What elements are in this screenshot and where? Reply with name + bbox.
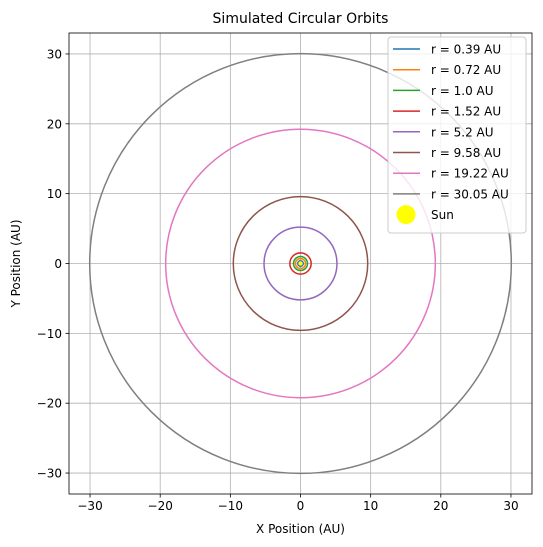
legend-label: r = 9.58 AU bbox=[431, 146, 501, 160]
x-tick-label: −20 bbox=[148, 499, 173, 513]
orbit-line bbox=[297, 260, 304, 267]
x-tick-label: 30 bbox=[503, 499, 518, 513]
legend-label: Sun bbox=[431, 208, 454, 222]
y-tick-label: 30 bbox=[47, 47, 62, 61]
axis-ticks: −30 −20 −10 0 10 20 30 −30 −20 −10 0 10 20 30 bbox=[37, 47, 519, 513]
legend-label: r = 0.72 AU bbox=[431, 63, 501, 77]
legend-label: r = 30.05 AU bbox=[431, 187, 509, 201]
orbit-line bbox=[232, 195, 369, 332]
orbit-line bbox=[292, 255, 309, 272]
orbit-line bbox=[263, 226, 338, 301]
legend-label: r = 1.0 AU bbox=[431, 84, 494, 98]
x-axis-label: X Position (AU) bbox=[256, 522, 345, 536]
y-axis-label: Y Position (AU) bbox=[9, 219, 23, 308]
orbit-line bbox=[164, 128, 437, 399]
x-tick-label: 0 bbox=[297, 499, 305, 513]
legend-label: r = 19.22 AU bbox=[431, 167, 509, 181]
legend-label: r = 0.39 AU bbox=[431, 43, 501, 57]
sun-marker bbox=[298, 261, 303, 266]
x-tick-label: 10 bbox=[363, 499, 378, 513]
legend-box bbox=[387, 36, 527, 234]
x-tick-label: 20 bbox=[433, 499, 448, 513]
orbit-line bbox=[289, 252, 312, 275]
y-tick-label: 10 bbox=[47, 187, 62, 201]
x-tick-label: −10 bbox=[218, 499, 243, 513]
y-tick-label: −30 bbox=[37, 467, 62, 481]
y-tick-label: −20 bbox=[37, 397, 62, 411]
legend: r = 0.39 AU r = 0.72 AU r = 1.0 AU r = 1.52… bbox=[387, 36, 527, 234]
legend-label: r = 1.52 AU bbox=[431, 105, 501, 119]
orbit-line bbox=[88, 52, 513, 475]
y-tick-label: −10 bbox=[37, 327, 62, 341]
chart-title: Simulated Circular Orbits bbox=[213, 11, 389, 27]
orbit-lines bbox=[88, 52, 513, 475]
x-tick-label: −30 bbox=[77, 499, 102, 513]
legend-sun-swatch bbox=[396, 205, 416, 225]
legend-label: r = 5.2 AU bbox=[431, 125, 494, 139]
orbit-line bbox=[294, 257, 307, 270]
y-tick-label: 20 bbox=[47, 117, 62, 131]
sun-layer bbox=[298, 261, 303, 266]
y-tick-label: 0 bbox=[54, 257, 62, 271]
